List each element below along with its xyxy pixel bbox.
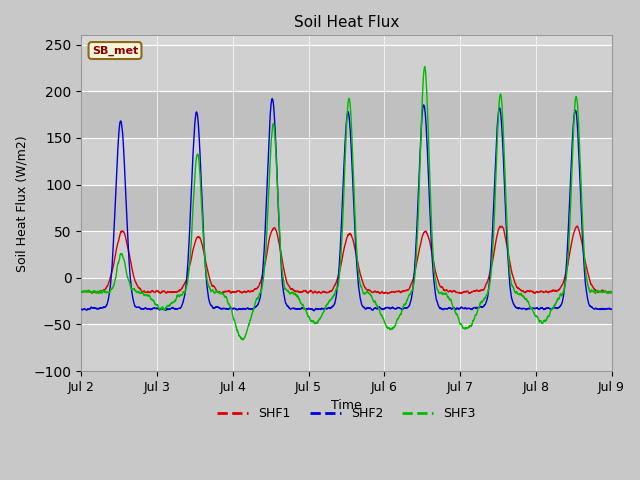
Title: Soil Heat Flux: Soil Heat Flux	[294, 15, 399, 30]
Bar	[81, 185, 612, 231]
Bar	[81, 91, 612, 138]
Bar	[81, 45, 612, 91]
Text: SB_met: SB_met	[92, 46, 138, 56]
Bar	[81, 138, 612, 185]
Y-axis label: Soil Heat Flux (W/m2): Soil Heat Flux (W/m2)	[15, 135, 28, 272]
X-axis label: Time: Time	[331, 399, 362, 412]
Bar	[81, 278, 612, 324]
Legend: SHF1, SHF2, SHF3: SHF1, SHF2, SHF3	[212, 402, 481, 425]
Bar	[81, 324, 612, 371]
Bar	[81, 231, 612, 278]
